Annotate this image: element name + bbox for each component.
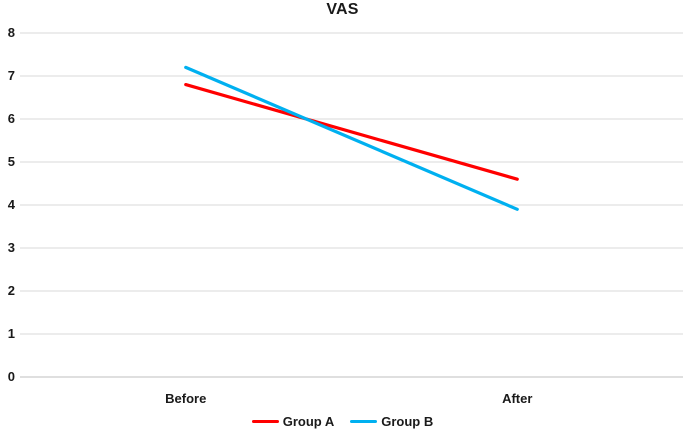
gridlines <box>20 32 683 378</box>
legend-item-group-b: Group B <box>350 414 433 429</box>
x-tick-label: After <box>502 391 533 406</box>
y-tick-label: 3 <box>7 240 15 255</box>
legend: Group A Group B <box>0 410 685 432</box>
y-tick-label: 6 <box>7 111 15 126</box>
legend-line-swatch <box>350 419 378 423</box>
y-tick-label: 2 <box>7 283 15 298</box>
legend-label: Group A <box>282 413 335 429</box>
series-line-group-a <box>184 82 519 181</box>
y-tick-label: 7 <box>7 68 15 83</box>
y-tick-label: 5 <box>7 154 15 169</box>
y-tick-label: 4 <box>7 197 15 212</box>
legend-item-group-a: Group A <box>251 413 335 429</box>
series-line-group-b <box>184 65 519 211</box>
y-tick-label: 8 <box>7 25 15 40</box>
chart-title: VAS <box>326 1 359 18</box>
legend-label: Group B <box>381 413 434 429</box>
y-tick-label: 0 <box>7 369 15 384</box>
legend-line-swatch <box>251 419 279 423</box>
series-lines <box>184 65 519 211</box>
x-tick-label: Before <box>165 391 207 406</box>
y-tick-label: 1 <box>7 326 15 341</box>
